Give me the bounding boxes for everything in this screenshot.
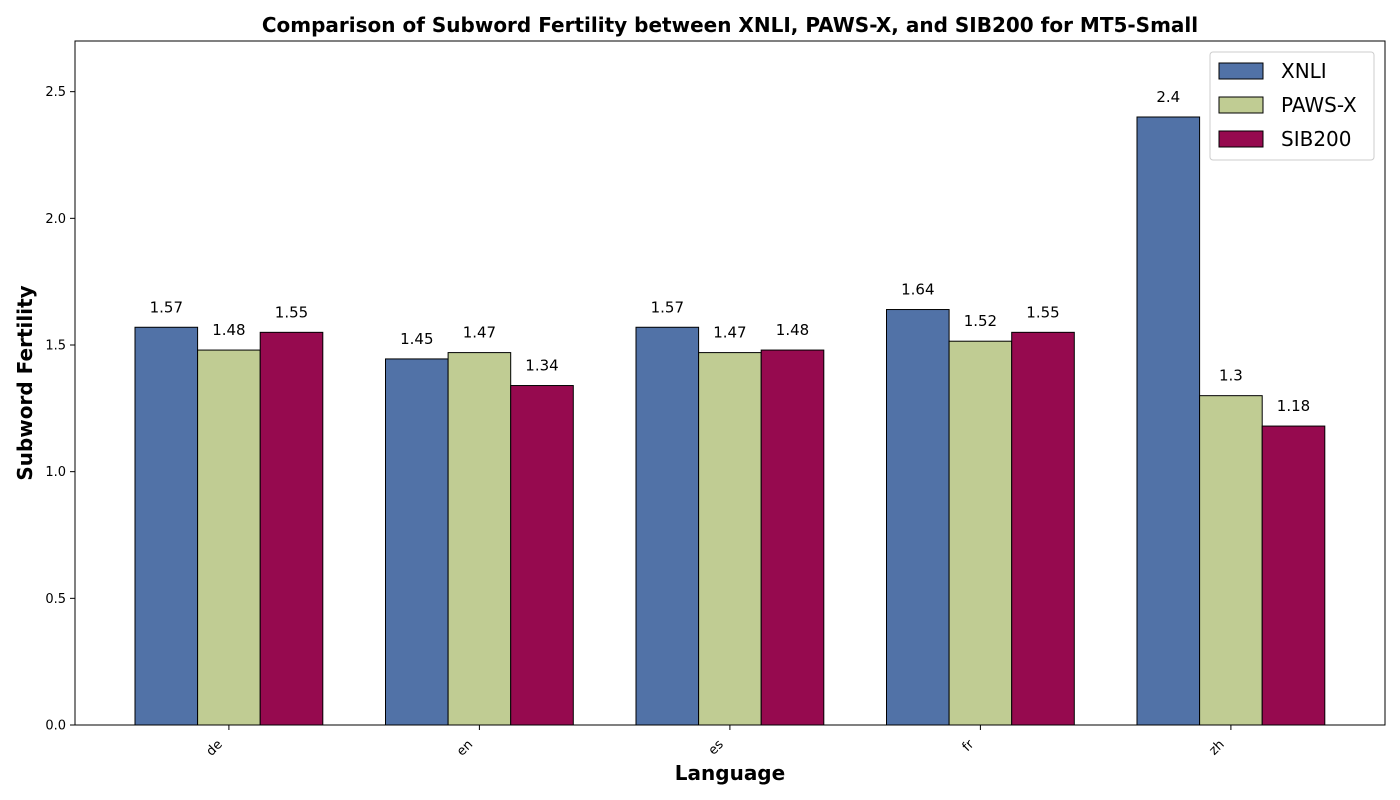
y-tick-label: 0.0: [45, 719, 66, 734]
x-tick-label: de: [204, 737, 226, 759]
bar-sib200-zh: [1261, 425, 1326, 726]
bar-value-label: 1.48: [776, 321, 809, 339]
bar-paws-x-es: [698, 352, 762, 726]
bar-value-label: 1.47: [463, 324, 496, 342]
x-axis: de en es fr zh: [204, 725, 1232, 759]
bar-xnli-de: [134, 326, 199, 726]
y-tick-label: 2.0: [45, 212, 66, 227]
bar-xnli-fr: [886, 309, 950, 726]
bar-sib200-fr: [1011, 331, 1075, 726]
bar-labels-layer: 1.57 1.48 1.55 1.45 1.47 1.34 1.57 1.47 1.48 1.64…: [150, 88, 1311, 415]
x-tick-label: zh: [1206, 737, 1227, 758]
bar-value-label: 1.34: [525, 357, 558, 375]
bar-paws-x-en: [447, 352, 512, 726]
x-tick-label: en: [454, 737, 476, 759]
bar-value-label: 1.57: [651, 298, 684, 316]
bars-layer: [134, 116, 1326, 726]
y-tick-label: 0.5: [45, 592, 66, 607]
bar-value-label: 1.48: [212, 321, 245, 339]
legend: XNLI PAWS-X SIB200: [1209, 51, 1375, 161]
bar-paws-x-de: [197, 349, 261, 726]
bar-sib200-es: [760, 349, 825, 726]
bar-value-label: 2.4: [1156, 88, 1180, 106]
bar-value-label: 1.55: [275, 303, 308, 321]
legend-swatch: [1218, 130, 1264, 148]
x-tick-label: es: [706, 737, 727, 758]
y-axis-label: Subword Fertility: [13, 285, 37, 480]
legend-label: XNLI: [1281, 59, 1327, 83]
bar-sib200-de: [259, 331, 324, 726]
bar-value-label: 1.64: [901, 281, 934, 299]
y-axis: 0.0 0.5 1.0 1.5 2.0 2.5: [45, 85, 75, 734]
chart-title: Comparison of Subword Fertility between …: [262, 13, 1198, 37]
bar-value-label: 1.18: [1277, 397, 1310, 415]
bar-value-label: 1.45: [400, 330, 433, 348]
bar-xnli-en: [385, 358, 449, 726]
bar-value-label: 1.47: [713, 324, 746, 342]
legend-swatch: [1218, 62, 1264, 80]
x-axis-label: Language: [675, 761, 785, 785]
bar-xnli-es: [635, 326, 700, 726]
bar-value-label: 1.55: [1026, 303, 1059, 321]
bar-xnli-zh: [1136, 116, 1201, 726]
legend-label: PAWS-X: [1281, 93, 1357, 117]
y-tick-label: 1.5: [45, 339, 66, 354]
y-tick-label: 1.0: [45, 465, 66, 480]
legend-swatch: [1218, 96, 1264, 114]
y-tick-label: 2.5: [45, 85, 66, 100]
legend-label: SIB200: [1281, 127, 1352, 151]
bar-value-label: 1.57: [150, 298, 183, 316]
bar-sib200-en: [510, 385, 574, 726]
x-tick-label: fr: [960, 737, 978, 755]
bar-paws-x-zh: [1199, 395, 1263, 726]
bar-value-label: 1.3: [1219, 367, 1243, 385]
bar-value-label: 1.52: [964, 312, 997, 330]
bar-paws-x-fr: [948, 340, 1013, 726]
